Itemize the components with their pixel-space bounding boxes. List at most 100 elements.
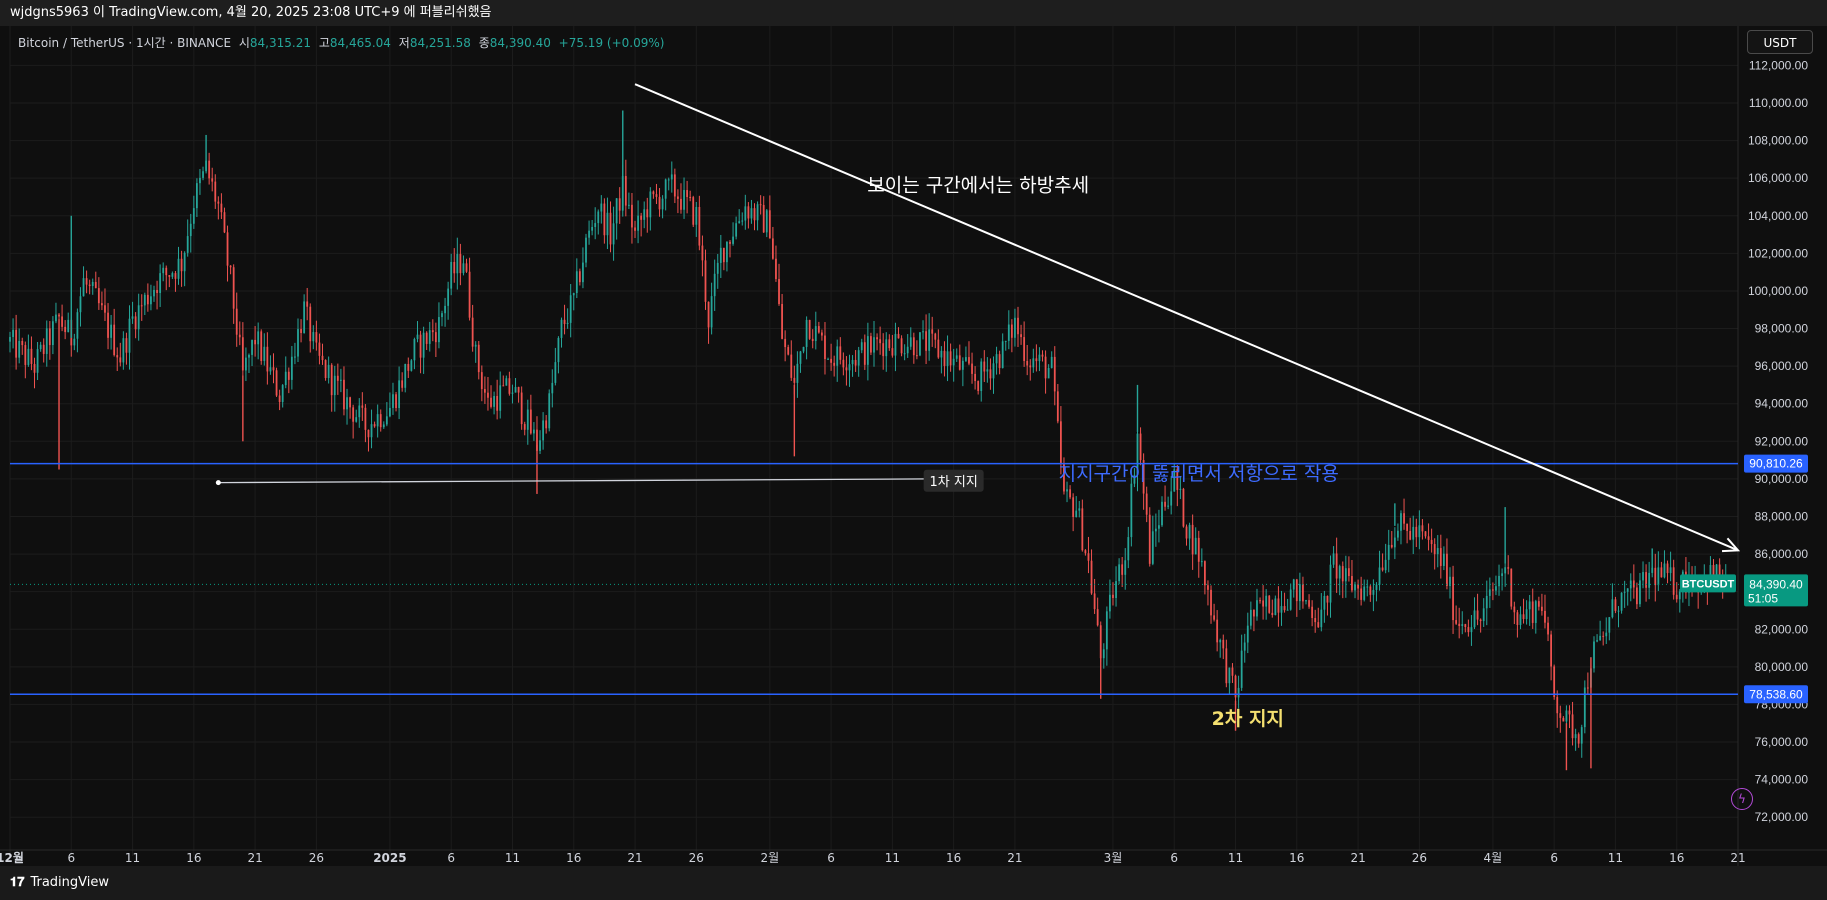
chart-annotation: 보이는 구간에서는 하방추세	[867, 174, 1089, 196]
candle-body	[1415, 526, 1418, 538]
downtrend-line[interactable]	[634, 83, 1739, 552]
candle-body	[977, 381, 980, 391]
y-tick-label: 96,000.00	[1755, 359, 1809, 373]
candle-body	[1118, 564, 1121, 582]
x-tick-label: 11	[885, 851, 900, 865]
candle-body	[1547, 622, 1549, 635]
symbol-title[interactable]: Bitcoin / TetherUS · 1시간 · BINANCE	[18, 36, 232, 50]
last-price-tag	[1744, 574, 1808, 607]
candle-body	[303, 301, 306, 333]
candle-body	[759, 204, 762, 206]
x-tick-label: 11	[1228, 851, 1243, 865]
candle-body	[1568, 710, 1571, 715]
candle-body	[781, 303, 783, 339]
candle-body	[655, 194, 658, 197]
candle-body	[1280, 606, 1283, 613]
first-support-label: 1차 지지	[930, 475, 978, 490]
candle-body	[425, 332, 428, 344]
candle-body	[588, 230, 590, 238]
candle-body	[1289, 589, 1292, 610]
candle-body	[266, 346, 269, 372]
candle-body	[64, 326, 67, 333]
candle-body	[1467, 627, 1470, 633]
candle-body	[1657, 567, 1660, 586]
first-support-ray[interactable]	[218, 478, 930, 484]
candle-body	[563, 319, 566, 325]
candle-body	[1115, 581, 1117, 598]
candle-body	[235, 308, 238, 335]
candle-body	[1473, 610, 1476, 628]
candle-body	[640, 215, 643, 220]
candle-body	[1102, 649, 1105, 659]
candle-body	[1617, 610, 1620, 612]
candle-body	[168, 275, 171, 277]
candle-body	[796, 363, 799, 383]
candle-body	[621, 176, 624, 211]
candle-body	[1240, 650, 1243, 688]
candle-body	[747, 206, 750, 219]
price-chart[interactable]: 72,000.0074,000.0076,000.0078,000.0080,0…	[0, 26, 1827, 866]
footer-brand[interactable]: TradingView	[30, 875, 110, 890]
candle-body	[61, 316, 63, 327]
candle-body	[1639, 580, 1641, 605]
candle-body	[931, 329, 934, 334]
candle-body	[646, 209, 649, 218]
candle-body	[1216, 619, 1219, 643]
candle-body	[1442, 553, 1445, 566]
candle-body	[661, 198, 664, 210]
high-value: 84,465.04	[329, 36, 391, 50]
candle-body	[1228, 667, 1231, 684]
candle-body	[1222, 639, 1225, 649]
candle-body	[1041, 354, 1044, 357]
candle-body	[995, 354, 998, 364]
chart-annotation: 2차 지지	[1212, 708, 1284, 730]
candle-body	[968, 357, 970, 364]
candle-body	[765, 210, 768, 233]
x-tick-label: 6	[447, 851, 455, 865]
candle-body	[1565, 710, 1568, 722]
flash-icon[interactable]: ϟ	[1731, 788, 1753, 810]
candle-body	[1063, 464, 1065, 492]
candle-body	[1378, 567, 1381, 585]
countdown-label: 51:05	[1748, 591, 1778, 605]
candle-body	[673, 174, 676, 197]
candle-body	[318, 342, 321, 356]
candle-body	[67, 319, 70, 333]
x-tick-label: 11	[505, 851, 520, 865]
candle-body	[312, 332, 315, 342]
candle-body	[526, 409, 529, 430]
chart-frame[interactable]: 72,000.00 74,000.00 76,000.00 78,000.00 80,0…	[0, 26, 1827, 866]
horizontal-line-label: 90,810.26	[1749, 457, 1803, 471]
candle-body	[1427, 536, 1430, 540]
candle-body	[101, 303, 103, 306]
candle-body	[1007, 324, 1010, 341]
candle-body	[1571, 714, 1574, 739]
candle-body	[961, 360, 964, 370]
currency-button[interactable]: USDT	[1747, 30, 1813, 54]
candle-body	[771, 238, 774, 259]
downtrend-arrowhead	[1721, 537, 1741, 553]
open-value: 84,315.21	[249, 36, 311, 50]
tradingview-logo-icon[interactable]: 𝟏𝟕	[10, 875, 25, 890]
candle-body	[1562, 717, 1565, 722]
first-support-label-box	[923, 469, 984, 492]
candle-body	[199, 177, 201, 184]
candle-body	[1439, 548, 1442, 566]
candle-body	[410, 360, 413, 371]
candle-body	[1596, 640, 1598, 642]
candle-body	[1482, 608, 1485, 622]
x-tick-label: 21	[247, 851, 262, 865]
candle-body	[483, 389, 486, 393]
candle-body	[879, 339, 882, 344]
candle-body	[1151, 531, 1154, 564]
candle-body	[1014, 317, 1016, 338]
candle-body	[1620, 592, 1623, 611]
y-tick-label: 112,000.00	[1749, 58, 1808, 72]
candle-body	[1635, 587, 1638, 605]
candle-body	[1663, 563, 1666, 578]
candle-body	[1338, 566, 1341, 579]
candle-body	[545, 420, 548, 429]
candle-body	[600, 203, 603, 212]
candle-body	[9, 337, 11, 342]
candle-body	[1369, 586, 1372, 595]
